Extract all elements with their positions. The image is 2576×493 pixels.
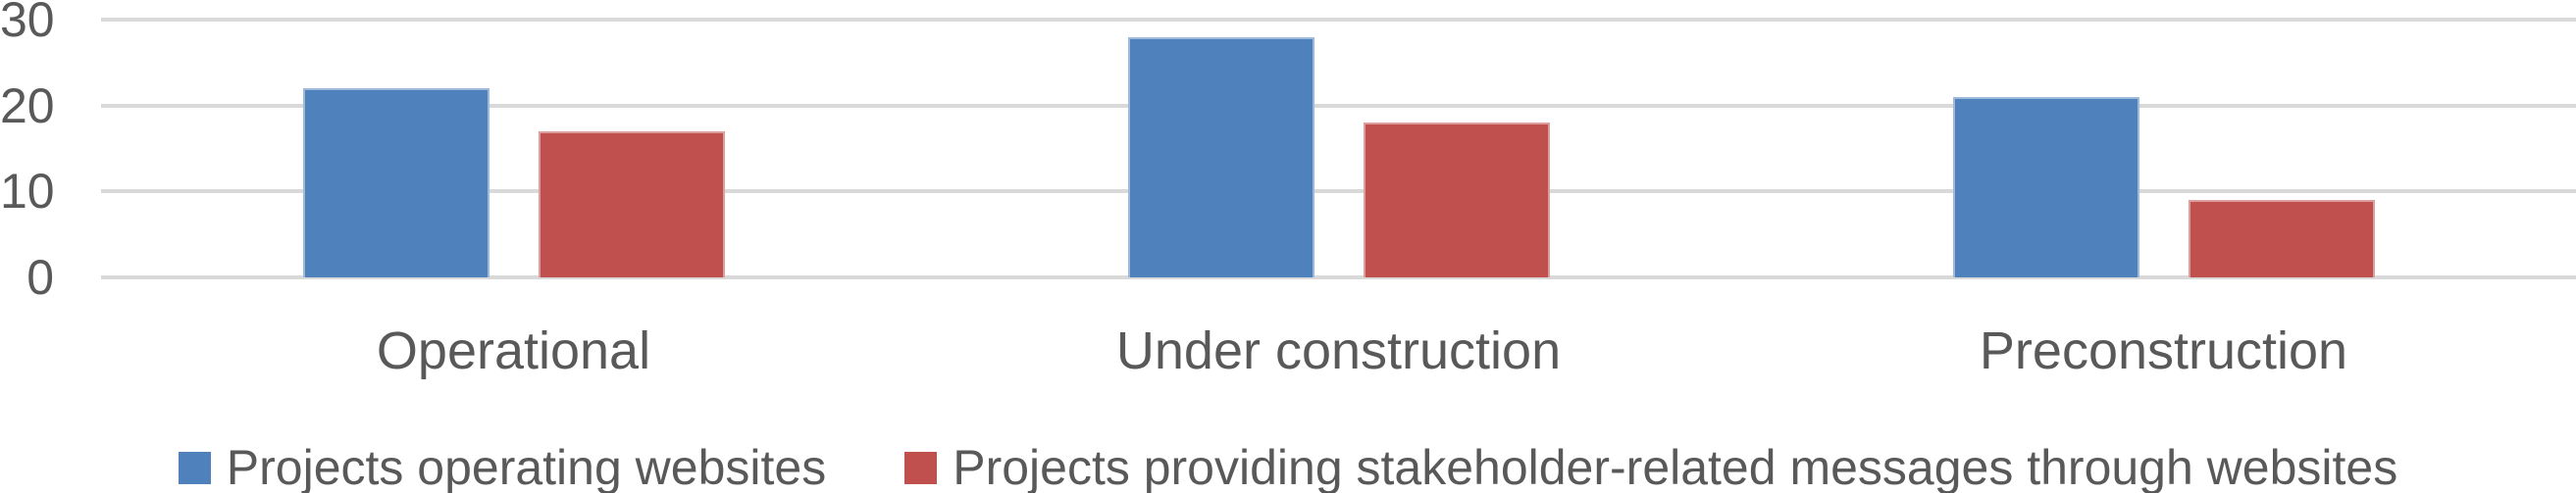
category-label: Preconstruction xyxy=(1979,321,2348,380)
legend-item: Projects operating websites xyxy=(178,440,827,493)
category-label: Under construction xyxy=(1115,321,1562,380)
legend-label: Projects providing stakeholder-related m… xyxy=(953,440,2398,493)
legend-label: Projects operating websites xyxy=(226,440,827,493)
y-axis-tick-label: 20 xyxy=(0,77,55,133)
legend-swatch-icon xyxy=(904,451,938,484)
gridline-y-30 xyxy=(101,18,2576,22)
bar-preconstruction-series-2 xyxy=(2188,200,2375,277)
bar-operational-series-1 xyxy=(302,88,489,277)
legend-swatch-icon xyxy=(178,451,211,484)
category-label: Operational xyxy=(376,321,651,380)
legend-item: Projects providing stakeholder-related m… xyxy=(904,443,2397,492)
bar-operational-series-2 xyxy=(538,130,725,277)
y-axis-tick-label: 30 xyxy=(0,0,55,47)
legend: Projects operating websites Projects prov… xyxy=(0,443,2576,492)
bar-under-construction-series-2 xyxy=(1363,123,1550,277)
bar-preconstruction-series-1 xyxy=(1952,96,2139,277)
y-axis-tick-label: 0 xyxy=(26,250,54,305)
gridline-y-0 xyxy=(101,275,2576,279)
y-axis-tick-label: 10 xyxy=(0,164,55,220)
gridline-y-10 xyxy=(101,189,2576,194)
bar-under-construction-series-1 xyxy=(1127,36,1314,277)
gridline-y-20 xyxy=(101,103,2576,108)
